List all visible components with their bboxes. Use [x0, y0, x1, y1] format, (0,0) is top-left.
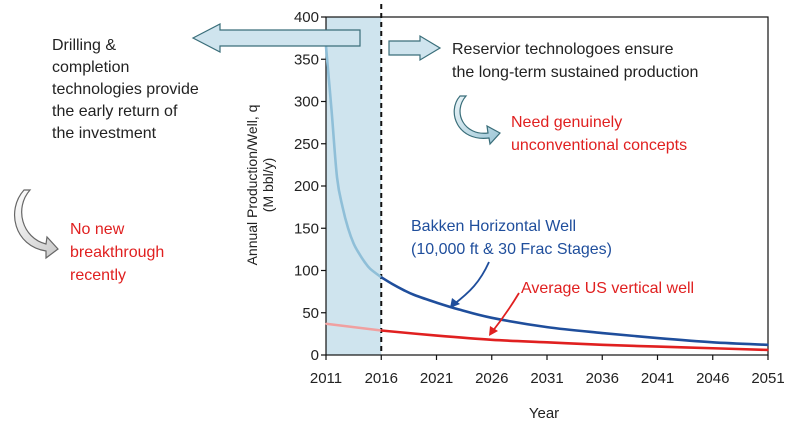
bakken-pointer-icon — [452, 261, 490, 306]
average-us-vertical-well-point — [546, 341, 548, 344]
bakken-horizontal-well-point — [330, 109, 333, 111]
y-tick-label: 0 — [311, 347, 319, 364]
no-breakthrough-line: No new — [70, 221, 125, 238]
average-us-vertical-well-point — [380, 329, 383, 332]
average-us-vertical-well-early-line — [325, 322, 382, 332]
bakken-series-label: Bakken Horizontal Well (10,000 ft & 30 F… — [411, 218, 612, 258]
bakken-horizontal-well-point — [767, 344, 769, 346]
drilling-annotation: Drilling & completion technologies provi… — [52, 37, 203, 142]
x-tick-label: 2041 — [641, 370, 674, 387]
unconventional-line: Need genuinely — [511, 114, 622, 131]
reservoir-annotation: Reservior technologoes ensure the long-t… — [452, 41, 698, 81]
bakken-horizontal-well-point — [391, 283, 394, 285]
drilling-line: Drilling & — [52, 37, 116, 54]
y-tick-label: 350 — [294, 51, 319, 68]
x-tick-label: 2036 — [586, 370, 619, 387]
average-us-vertical-well-point — [656, 345, 659, 348]
vertical-series-label: Average US vertical well — [521, 280, 694, 297]
bakken-horizontal-well-point — [341, 206, 344, 208]
average-us-vertical-well-point — [490, 338, 493, 341]
x-axis-label: Year — [529, 405, 559, 422]
bakken-horizontal-well-point — [546, 326, 548, 328]
y-tick-label: 50 — [302, 305, 319, 322]
x-tick-label: 2016 — [365, 370, 398, 387]
reservoir-line: the long-term sustained production — [452, 64, 698, 81]
bakken-horizontal-well-point — [656, 337, 659, 339]
y-tick-label: 100 — [294, 263, 319, 280]
average-us-vertical-well-point — [435, 334, 438, 337]
bakken-label-line: Bakken Horizontal Well — [411, 218, 576, 235]
curved-arrow-grey-icon — [14, 189, 59, 260]
vertical-pointer-head-icon — [489, 326, 498, 336]
x-tick-label: 2011 — [310, 370, 342, 387]
bakken-horizontal-well-point — [413, 294, 416, 296]
bakken-horizontal-well-point — [711, 341, 714, 344]
early-period-band — [326, 17, 382, 355]
reservoir-line: Reservior technologoes ensure — [452, 41, 674, 58]
x-tick-label: 2051 — [751, 370, 784, 387]
curved-arrow-teal-icon — [453, 95, 501, 146]
x-tick-label: 2046 — [696, 370, 729, 387]
no-breakthrough-annotation: No new breakthrough recently — [70, 221, 169, 284]
average-us-vertical-well-line — [381, 329, 769, 352]
x-axis: 2011 2016 2021 2026 2031 2036 2041 2046 2051 — [310, 355, 785, 387]
bakken-horizontal-well-point — [347, 227, 349, 230]
bakken-horizontal-well-point — [402, 289, 405, 291]
x-tick-label: 2026 — [475, 370, 508, 387]
no-breakthrough-line: recently — [70, 267, 126, 284]
y-axis-label-line1: Annual Production/Well, q — [244, 105, 260, 266]
average-us-vertical-well-point — [767, 349, 769, 351]
drilling-line: technologies provide — [52, 81, 199, 98]
vertical-pointer-icon — [491, 292, 520, 333]
y-tick-label: 150 — [294, 220, 319, 237]
bakken-horizontal-well-point — [363, 261, 366, 263]
average-us-vertical-well-point — [711, 347, 714, 350]
bakken-horizontal-well-point — [352, 242, 355, 245]
y-tick-label: 200 — [294, 178, 319, 195]
right-block-arrow-icon — [388, 34, 442, 62]
y-axis: 0 50 100 150 200 250 300 350 400 — [294, 9, 326, 364]
y-tick-label: 250 — [294, 136, 319, 153]
bakken-horizontal-well-point — [435, 301, 438, 304]
bakken-horizontal-well-point — [369, 268, 372, 270]
bakken-horizontal-well-early-line — [324, 46, 383, 279]
bakken-horizontal-well-point — [490, 317, 493, 319]
x-tick-label: 2031 — [530, 370, 563, 387]
bakken-label-line: (10,000 ft & 30 Frac Stages) — [411, 241, 612, 258]
bakken-horizontal-well-point — [358, 252, 360, 255]
bakken-horizontal-well-point — [457, 308, 460, 311]
unconventional-line: unconventional concepts — [511, 137, 687, 154]
series-layer — [324, 45, 769, 352]
bakken-horizontal-well-point — [380, 276, 383, 279]
bakken-horizontal-well-line — [380, 276, 769, 347]
bakken-pointer-head-icon — [450, 298, 460, 308]
left-block-arrow-icon — [191, 23, 361, 53]
bakken-horizontal-well-point — [601, 332, 604, 334]
y-tick-label: 300 — [294, 94, 319, 111]
x-tick-label: 2021 — [420, 370, 453, 387]
drilling-line: the investment — [52, 125, 157, 142]
average-us-vertical-well-point — [325, 322, 327, 325]
unconventional-annotation: Need genuinely unconventional concepts — [511, 114, 687, 154]
drilling-line: the early return of — [52, 103, 178, 120]
y-axis-label-line2: (M bbl/y) — [260, 158, 276, 212]
average-us-vertical-well-point — [601, 344, 604, 346]
no-breakthrough-line: breakthrough — [70, 244, 164, 261]
bakken-horizontal-well-point — [336, 176, 338, 179]
drilling-line: completion — [52, 59, 129, 76]
y-tick-label: 400 — [294, 9, 319, 26]
